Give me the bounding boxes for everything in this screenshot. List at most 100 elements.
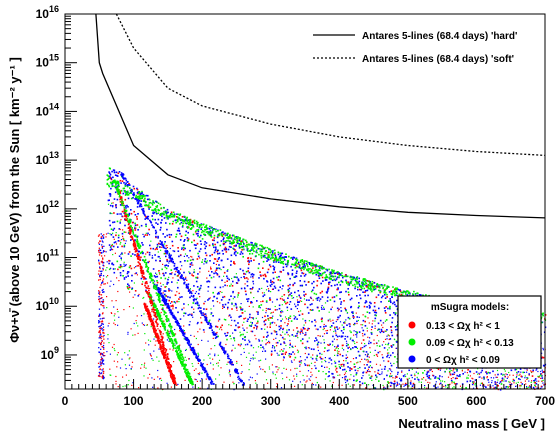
model-point (541, 377, 544, 379)
model-point (215, 378, 217, 380)
model-point (116, 174, 118, 177)
model-point (399, 377, 401, 379)
model-point (316, 306, 319, 309)
model-point (166, 258, 168, 261)
model-point (169, 332, 171, 335)
model-point (337, 345, 339, 347)
model-point (307, 281, 310, 283)
model-point (285, 263, 287, 266)
model-point (214, 249, 217, 252)
model-point (113, 306, 115, 308)
model-point (313, 348, 315, 351)
model-point (337, 374, 339, 376)
model-point (446, 368, 448, 370)
model-point (205, 245, 207, 248)
model-point (256, 251, 258, 254)
model-point (391, 382, 393, 385)
model-point (106, 179, 109, 181)
model-point (226, 363, 228, 365)
model-point (172, 277, 174, 279)
model-point (161, 308, 163, 310)
model-point (320, 274, 322, 277)
model-point (318, 370, 320, 372)
model-point (390, 301, 392, 304)
model-point (521, 383, 524, 385)
model-point (339, 374, 341, 376)
model-point (122, 376, 124, 378)
model-point (307, 370, 310, 372)
model-point (294, 264, 297, 266)
model-point (347, 282, 350, 285)
model-point (109, 224, 111, 227)
model-point (541, 313, 544, 315)
model-point (134, 229, 137, 231)
model-point (367, 370, 369, 373)
model-point (340, 335, 343, 337)
model-point (237, 378, 239, 380)
model-point (327, 288, 329, 291)
model-point (134, 227, 136, 230)
model-point (246, 343, 249, 346)
model-point (238, 279, 240, 282)
model-point (304, 334, 306, 336)
model-point (365, 351, 368, 353)
model-point (195, 244, 197, 246)
model-point (130, 368, 132, 370)
model-point (295, 265, 298, 267)
model-point (280, 387, 283, 389)
model-point (424, 385, 426, 387)
model-point (141, 242, 143, 244)
model-point (367, 280, 370, 283)
model-point (542, 379, 544, 381)
model-point (137, 264, 140, 267)
model-point (435, 387, 437, 389)
model-point (131, 280, 133, 282)
model-point (497, 384, 499, 387)
model-point (253, 327, 255, 329)
model-point (316, 343, 319, 346)
model-point (131, 361, 134, 363)
model-point (287, 291, 290, 293)
model-point (342, 344, 344, 346)
model-point (339, 321, 342, 323)
model-point (189, 249, 191, 252)
model-point (483, 384, 485, 386)
model-point (374, 371, 376, 373)
model-point (123, 212, 126, 214)
model-point (200, 243, 202, 245)
model-point (247, 267, 250, 270)
model-point (228, 298, 231, 301)
model-point (268, 319, 270, 321)
model-point (258, 288, 261, 290)
model-point (236, 241, 238, 244)
model-point (347, 291, 350, 294)
model-point (123, 263, 125, 265)
model-point (153, 318, 155, 320)
model-point (230, 283, 232, 285)
model-point (476, 387, 478, 389)
model-point (388, 335, 390, 337)
model-point (505, 373, 507, 375)
model-point (216, 293, 219, 295)
model-point (385, 292, 387, 294)
model-point (310, 348, 313, 350)
model-point (252, 358, 254, 360)
model-point (217, 230, 219, 232)
model-point (391, 317, 394, 319)
model-point (359, 366, 361, 369)
model-point (248, 243, 250, 245)
model-point (109, 212, 111, 214)
model-point (223, 248, 226, 250)
model-point (409, 381, 412, 384)
model-point (459, 374, 461, 376)
model-point (329, 299, 332, 301)
model-point (346, 362, 349, 364)
model-point (262, 267, 264, 269)
model-point (288, 287, 291, 290)
model-point (113, 227, 116, 230)
model-point (122, 270, 125, 272)
model-point (262, 295, 264, 298)
model-point (501, 387, 503, 389)
model-point (171, 244, 174, 247)
model-point (108, 219, 111, 222)
